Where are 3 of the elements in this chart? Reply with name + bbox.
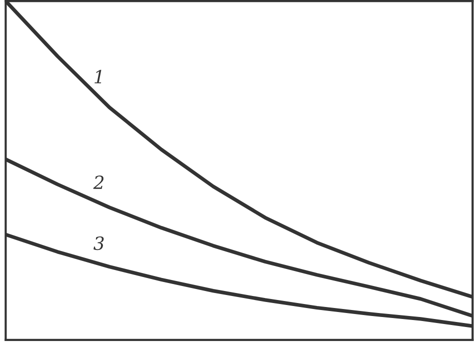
series-label: 2 xyxy=(93,175,104,189)
series-label: 1 xyxy=(94,70,102,84)
series-label: 3 xyxy=(94,236,104,250)
